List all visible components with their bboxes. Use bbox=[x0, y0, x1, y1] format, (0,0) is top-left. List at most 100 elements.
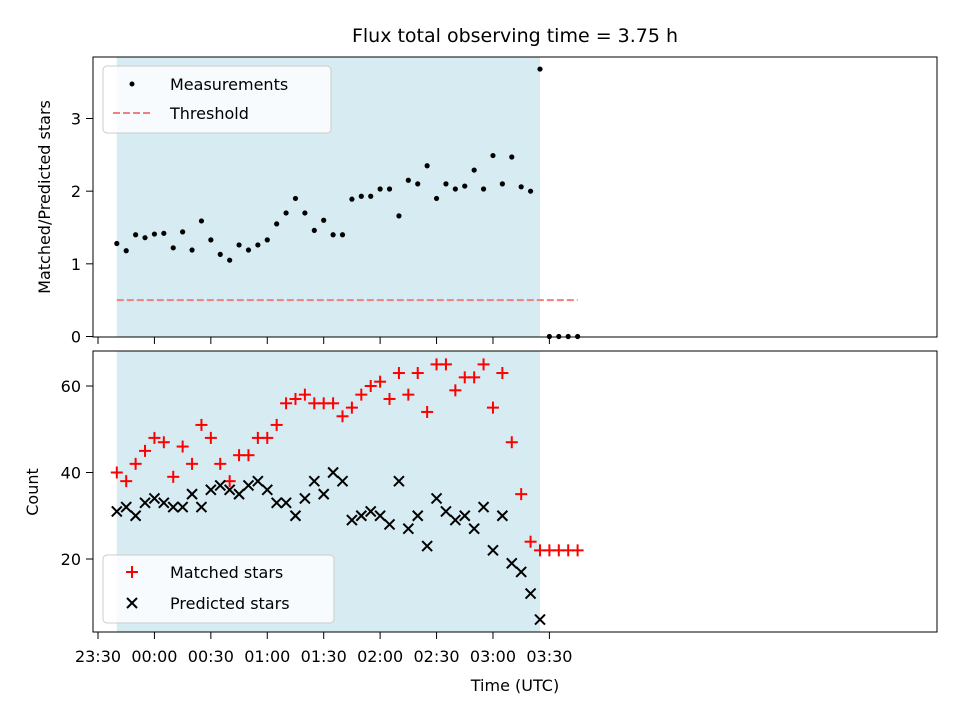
legend-threshold-label: Threshold bbox=[169, 104, 249, 123]
predicted-star-point bbox=[477, 501, 490, 513]
predicted-star-point bbox=[214, 479, 226, 492]
measurement-point bbox=[499, 181, 505, 187]
matched-star-point bbox=[214, 457, 227, 470]
predicted-star-point bbox=[496, 510, 509, 522]
measurement-point bbox=[462, 183, 468, 189]
matched-star-point bbox=[176, 440, 189, 453]
measurement-point bbox=[283, 210, 289, 216]
matched-star-point bbox=[327, 397, 340, 410]
measurement-point bbox=[339, 232, 346, 238]
matched-star-point bbox=[364, 380, 377, 392]
legend-predicted-cross bbox=[126, 597, 138, 609]
measurement-point bbox=[302, 210, 308, 216]
x-tick-label: 02:00 bbox=[357, 647, 403, 666]
predicted-star-point bbox=[383, 518, 396, 531]
legend-predicted-marker bbox=[126, 597, 138, 609]
predicted-star-point bbox=[195, 501, 208, 513]
matched-star-point bbox=[486, 401, 499, 414]
top-legend-box bbox=[102, 65, 332, 134]
x-tick-label: 03:00 bbox=[470, 647, 516, 666]
matched-star-point bbox=[157, 436, 170, 449]
measurement-point bbox=[198, 218, 205, 224]
bottom-y-tick-label: 20 bbox=[61, 550, 81, 569]
predicted-star-point bbox=[270, 497, 283, 509]
predicted-star-point bbox=[374, 510, 386, 522]
predicted-star-point bbox=[280, 497, 292, 509]
top-axes-frame bbox=[92, 56, 938, 338]
measurement-point bbox=[151, 231, 158, 237]
matched-star-point bbox=[515, 488, 528, 501]
legend-matched-plus bbox=[126, 566, 138, 578]
bottom-legend: Matched stars Predicted stars bbox=[102, 554, 335, 624]
predicted-star-point bbox=[524, 587, 537, 600]
predicted-star-point bbox=[506, 557, 518, 570]
measurement-point bbox=[292, 195, 299, 202]
measurement-point bbox=[368, 193, 374, 199]
predicted-star-point bbox=[440, 505, 452, 518]
matched-star-point bbox=[204, 431, 217, 444]
bottom-axes-frame bbox=[92, 350, 938, 633]
matched-star-point bbox=[336, 410, 349, 423]
predicted-star-point bbox=[308, 475, 320, 487]
measurement-point bbox=[358, 193, 364, 199]
bottom-y-axis-label: Count bbox=[23, 468, 42, 516]
x-tick-label: 02:30 bbox=[413, 647, 459, 666]
predicted-star-point bbox=[223, 484, 236, 496]
matched-star-point bbox=[468, 371, 481, 384]
predicted-star-point bbox=[393, 475, 405, 487]
matched-star-point bbox=[195, 418, 208, 431]
matched-star-point bbox=[270, 418, 283, 431]
x-tick-label: 00:00 bbox=[131, 647, 177, 666]
measurement-point bbox=[114, 240, 120, 247]
predicted-star-point bbox=[430, 492, 443, 505]
matched-star-point bbox=[524, 535, 537, 548]
matched-star-point bbox=[120, 475, 133, 488]
predicted-star-point bbox=[346, 514, 358, 526]
measurement-point bbox=[396, 213, 402, 219]
matched-star-point bbox=[167, 470, 180, 483]
measurement-point bbox=[471, 167, 477, 173]
predicted-star-point bbox=[515, 566, 527, 578]
bottom-y-tick-label: 60 bbox=[61, 377, 81, 396]
top-y-axis-label: Matched/Predicted stars bbox=[35, 100, 54, 294]
x-tick-label: 23:30 bbox=[75, 647, 121, 666]
measurement-point bbox=[349, 196, 355, 202]
predicted-star-point bbox=[111, 505, 123, 518]
matched-star-point bbox=[345, 401, 358, 414]
matched-star-point bbox=[392, 367, 405, 380]
measurement-point bbox=[377, 186, 383, 192]
predicted-star-point bbox=[534, 613, 546, 626]
predicted-star-point bbox=[487, 544, 499, 557]
matched-star-point bbox=[280, 397, 293, 410]
legend-matched-label: Matched stars bbox=[170, 563, 283, 582]
measurement-point bbox=[537, 66, 543, 72]
measurement-point bbox=[255, 242, 261, 248]
predicted-star-point bbox=[459, 510, 471, 522]
measurement-point bbox=[518, 184, 524, 190]
bottom-legend-box bbox=[102, 554, 335, 624]
matched-star-point bbox=[148, 431, 161, 444]
matched-star-point bbox=[421, 405, 434, 418]
predicted-star-point bbox=[158, 497, 170, 509]
measurement-point bbox=[170, 245, 176, 251]
x-axis-label: Time (UTC) bbox=[470, 676, 559, 695]
legend-matched-marker bbox=[126, 566, 138, 578]
x-tick-label: 01:00 bbox=[244, 647, 290, 666]
predicted-star-point bbox=[468, 523, 480, 535]
predicted-star-point bbox=[205, 484, 217, 496]
predicted-star-point bbox=[186, 488, 198, 500]
measurement-point bbox=[509, 154, 515, 160]
predicted-star-point bbox=[176, 501, 189, 513]
measurement-point bbox=[217, 251, 223, 257]
measurement-point bbox=[133, 232, 139, 238]
predicted-star-point bbox=[148, 492, 161, 505]
top-legend: Measurements Threshold bbox=[102, 65, 332, 134]
measurement-point bbox=[527, 188, 534, 194]
matched-star-point bbox=[139, 444, 152, 457]
predicted-star-point bbox=[167, 501, 179, 513]
predicted-star-point bbox=[129, 510, 142, 522]
legend-measurements-marker bbox=[129, 81, 135, 87]
matched-star-point bbox=[242, 449, 255, 462]
